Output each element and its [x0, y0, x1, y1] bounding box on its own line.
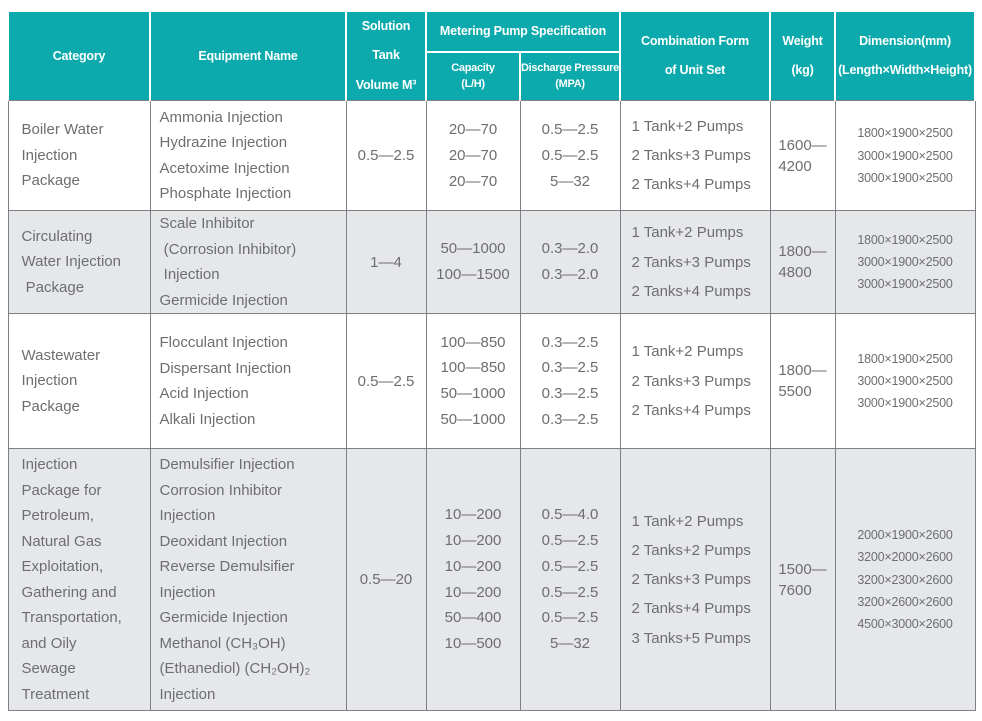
cell-capacity: 20—70 20—70 20—70: [425, 100, 521, 212]
cell-discharge-pressure: 0.5—2.5 0.5—2.5 5—32: [519, 100, 621, 212]
header-dimension: Dimension(mm) (Length×Width×Height): [834, 10, 976, 102]
cell-tank-volume: 0.5—2.5: [345, 100, 427, 212]
table-row: Boiler Water Injection Package Ammonia I…: [7, 100, 976, 212]
table-body: Boiler Water Injection Package Ammonia I…: [7, 100, 976, 712]
cell-equipment-name: Ammonia Injection Hydrazine Injection Ac…: [149, 100, 347, 212]
weight-value: 1800— 4800: [778, 243, 827, 282]
cell-tank-volume: 0.5—2.5: [345, 313, 427, 450]
header-solution-tank-volume: Solution Tank Volume M³: [345, 10, 427, 102]
header-discharge-pressure: Discharge Pressure (MPA): [519, 50, 621, 102]
header-category: Category: [7, 10, 151, 102]
weight-value: 1800— 5500: [778, 362, 827, 401]
header-metering-pump-specification: Metering Pump Specification: [425, 10, 621, 53]
table-row: Wastewater Injection Package Flocculant …: [7, 313, 976, 450]
cell-category: Wastewater Injection Package: [7, 313, 151, 450]
table-row: Circulating Water Injection Package Scal…: [7, 210, 976, 315]
cell-weight: 1600— 4200: [769, 100, 836, 212]
header-capacity: Capacity (L/H): [425, 50, 521, 102]
cell-discharge-pressure: 0.3—2.0 0.3—2.0: [519, 210, 621, 315]
cell-dimension: 1800×1900×2500 3000×1900×2500 3000×1900×…: [834, 210, 976, 315]
table-header: Category Equipment Name Solution Tank Vo…: [7, 10, 976, 102]
cell-combination-form: 1 Tank+2 Pumps 2 Tanks+3 Pumps 2 Tanks+4…: [619, 313, 771, 450]
cell-category: Circulating Water Injection Package: [7, 210, 151, 315]
cell-dimension: 1800×1900×2500 3000×1900×2500 3000×1900×…: [834, 100, 976, 212]
cell-combination-form: 1 Tank+2 Pumps 2 Tanks+3 Pumps 2 Tanks+4…: [619, 100, 771, 212]
cell-category: Boiler Water Injection Package: [7, 100, 151, 212]
cell-tank-volume: 0.5—20: [345, 448, 427, 712]
weight-value: 1500— 7600: [778, 560, 827, 599]
header-weight: Weight (kg): [769, 10, 836, 102]
cell-discharge-pressure: 0.3—2.5 0.3—2.5 0.3—2.5 0.3—2.5: [519, 313, 621, 450]
cell-combination-form: 1 Tank+2 Pumps 2 Tanks+2 Pumps 2 Tanks+3…: [619, 448, 771, 712]
cell-discharge-pressure: 0.5—4.0 0.5—2.5 0.5—2.5 0.5—2.5 0.5—2.5 …: [519, 448, 621, 712]
cell-capacity: 10—200 10—200 10—200 10—200 50—400 10—50…: [425, 448, 521, 712]
cell-combination-form: 1 Tank+2 Pumps 2 Tanks+3 Pumps 2 Tanks+4…: [619, 210, 771, 315]
cell-dimension: 2000×1900×2600 3200×2000×2600 3200×2300×…: [834, 448, 976, 712]
cell-equipment-name: Scale Inhibitor (Corrosion Inhibitor) In…: [149, 210, 347, 315]
cell-weight: 1800— 4800: [769, 210, 836, 315]
cell-weight: 1800— 5500: [769, 313, 836, 450]
header-combination-form: Combination Form of Unit Set: [619, 10, 771, 102]
weight-value: 1600— 4200: [778, 136, 827, 175]
equipment-spec-table: Category Equipment Name Solution Tank Vo…: [7, 10, 976, 712]
cell-capacity: 50—1000 100—1500: [425, 210, 521, 315]
cell-weight: 1500— 7600: [769, 448, 836, 712]
header-equipment-name: Equipment Name: [149, 10, 347, 102]
cell-equipment-name: Flocculant Injection Dispersant Injectio…: [149, 313, 347, 450]
cell-tank-volume: 1—4: [345, 210, 427, 315]
cell-equipment-name: Demulsifier Injection Corrosion Inhibito…: [149, 448, 347, 712]
cell-dimension: 1800×1900×2500 3000×1900×2500 3000×1900×…: [834, 313, 976, 450]
cell-capacity: 100—850 100—850 50—1000 50—1000: [425, 313, 521, 450]
table-row: Injection Package for Petroleum, Natural…: [7, 448, 976, 712]
cell-category: Injection Package for Petroleum, Natural…: [7, 448, 151, 712]
